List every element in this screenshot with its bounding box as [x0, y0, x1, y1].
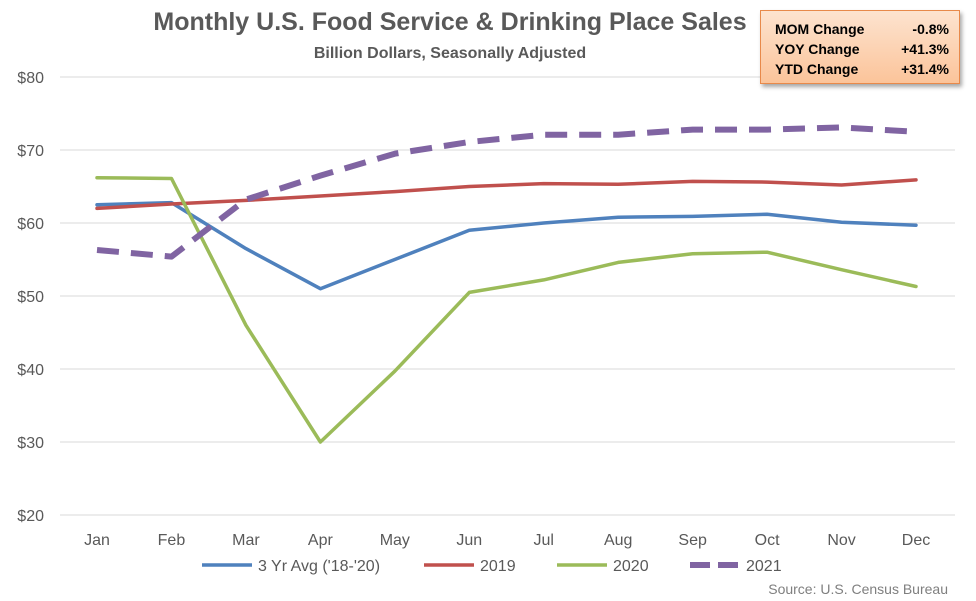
x-tick-label: Jul: [534, 532, 554, 549]
x-tick-label: Oct: [755, 532, 780, 549]
y-tick-label: $80: [17, 70, 44, 87]
legend-label: 2020: [613, 558, 649, 575]
stat-label: YTD Change: [775, 61, 859, 77]
chart-subtitle: Billion Dollars, Seasonally Adjusted: [314, 45, 586, 62]
stat-row-yoy: YOY Change +41.3%: [775, 39, 949, 59]
legend: 3 Yr Avg ('18-'20) 2019 2020 2021: [202, 558, 782, 575]
legend-label: 2021: [746, 558, 782, 575]
stat-label: MOM Change: [775, 21, 865, 37]
stat-row-mom: MOM Change -0.8%: [775, 19, 949, 39]
stat-label: YOY Change: [775, 41, 860, 57]
y-tick-label: $50: [17, 289, 44, 306]
x-tick-label: Apr: [308, 532, 334, 549]
x-tick-label: Dec: [902, 532, 930, 549]
y-tick-label: $60: [17, 216, 44, 233]
y-tick-label: $30: [17, 435, 44, 452]
series-line: [95, 178, 918, 211]
x-tick-label: Jan: [84, 532, 110, 549]
series-lines: [95, 124, 918, 444]
stat-value: +31.4%: [901, 61, 949, 77]
gridlines: [60, 76, 955, 516]
x-tick-label: Mar: [232, 532, 260, 549]
series-line: [95, 200, 918, 291]
stat-value: -0.8%: [912, 21, 949, 37]
x-tick-label: Jun: [456, 532, 482, 549]
x-tick-label: Aug: [604, 532, 632, 549]
y-tick-label: $70: [17, 143, 44, 160]
x-axis: Jan Feb Mar Apr May Jun Jul Aug Sep Oct Nov Dec: [84, 532, 930, 549]
y-tick-label: $40: [17, 362, 44, 379]
x-tick-label: Feb: [158, 532, 186, 549]
stat-value: +41.3%: [901, 41, 949, 57]
legend-label: 3 Yr Avg ('18-'20): [258, 558, 380, 575]
legend-label: 2019: [480, 558, 516, 575]
stats-box: MOM Change -0.8% YOY Change +41.3% YTD C…: [760, 10, 960, 84]
series-line: [96, 124, 917, 260]
x-tick-label: May: [380, 532, 410, 549]
y-tick-label: $20: [17, 508, 44, 525]
x-tick-label: Nov: [827, 532, 855, 549]
chart-title: Monthly U.S. Food Service & Drinking Pla…: [153, 8, 746, 36]
source-note: Source: U.S. Census Bureau: [768, 581, 948, 597]
stat-row-ytd: YTD Change +31.4%: [775, 59, 949, 79]
y-axis: $20 $30 $40 $50 $60 $70 $80: [17, 70, 44, 525]
series-line: [95, 175, 918, 444]
x-tick-label: Sep: [678, 532, 707, 549]
